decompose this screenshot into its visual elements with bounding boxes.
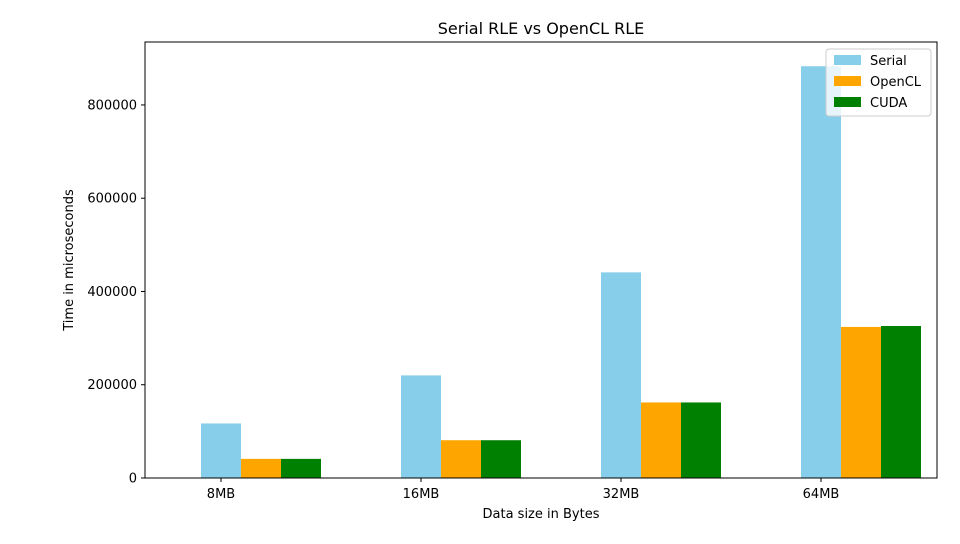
bar-serial-8mb	[201, 423, 241, 478]
plot-frame	[144, 41, 938, 479]
y-tick-label: 200000	[87, 378, 137, 393]
bar-opencl-64mb	[841, 326, 881, 478]
legend-swatch-opencl	[834, 76, 861, 86]
y-axis: 0 200000 400000 600000 800000	[87, 98, 145, 487]
bar-serial-32mb	[601, 272, 641, 478]
bar-cuda-8mb	[281, 458, 321, 478]
legend-label-cuda: CUDA	[870, 96, 907, 111]
bar-cuda-64mb	[881, 325, 921, 478]
bar-opencl-16mb	[441, 440, 481, 478]
legend: Serial OpenCL CUDA	[825, 48, 932, 117]
legend-swatch-cuda	[834, 97, 861, 107]
x-tick-label: 64MB	[803, 487, 840, 502]
y-axis-label: Time in microseconds	[62, 189, 77, 332]
bar-cuda-32mb	[681, 402, 721, 478]
bar-serial-16mb	[401, 375, 441, 478]
bar-cuda-16mb	[481, 440, 521, 478]
bar-opencl-32mb	[641, 402, 681, 478]
legend-label-opencl: OpenCL	[870, 75, 922, 90]
y-tick-label: 600000	[87, 192, 137, 207]
legend-label-serial: Serial	[870, 54, 907, 69]
legend-swatch-serial	[834, 55, 861, 65]
x-axis: 8MB 16MB 32MB 64MB	[207, 478, 840, 502]
x-tick-label: 32MB	[603, 487, 640, 502]
y-tick-label: 800000	[87, 98, 137, 113]
plot-area	[201, 66, 921, 478]
bar-opencl-8mb	[241, 458, 281, 478]
x-tick-label: 16MB	[403, 487, 440, 502]
x-tick-label: 8MB	[207, 487, 235, 502]
y-tick-label: 400000	[87, 285, 137, 300]
bar-serial-64mb	[801, 66, 841, 478]
y-tick-label: 0	[129, 472, 137, 487]
chart-title: Serial RLE vs OpenCL RLE	[438, 19, 645, 38]
x-axis-label: Data size in Bytes	[483, 507, 600, 522]
